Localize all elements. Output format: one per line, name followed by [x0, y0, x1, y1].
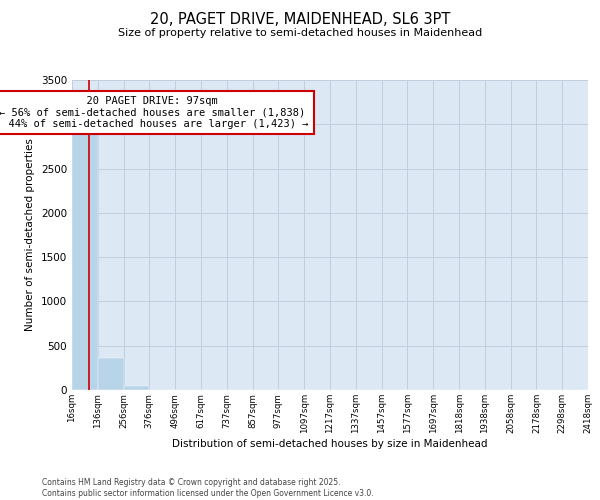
Bar: [98, 358, 124, 390]
X-axis label: Distribution of semi-detached houses by size in Maidenhead: Distribution of semi-detached houses by …: [172, 438, 488, 448]
Text: 20 PAGET DRIVE: 97sqm  
← 56% of semi-detached houses are smaller (1,838)
  44% : 20 PAGET DRIVE: 97sqm ← 56% of semi-deta…: [0, 96, 308, 129]
Text: Size of property relative to semi-detached houses in Maidenhead: Size of property relative to semi-detach…: [118, 28, 482, 38]
Bar: [72, 133, 98, 390]
Text: Contains HM Land Registry data © Crown copyright and database right 2025.
Contai: Contains HM Land Registry data © Crown c…: [42, 478, 374, 498]
Text: 20, PAGET DRIVE, MAIDENHEAD, SL6 3PT: 20, PAGET DRIVE, MAIDENHEAD, SL6 3PT: [150, 12, 450, 28]
Bar: [124, 386, 149, 390]
Y-axis label: Number of semi-detached properties: Number of semi-detached properties: [25, 138, 35, 332]
